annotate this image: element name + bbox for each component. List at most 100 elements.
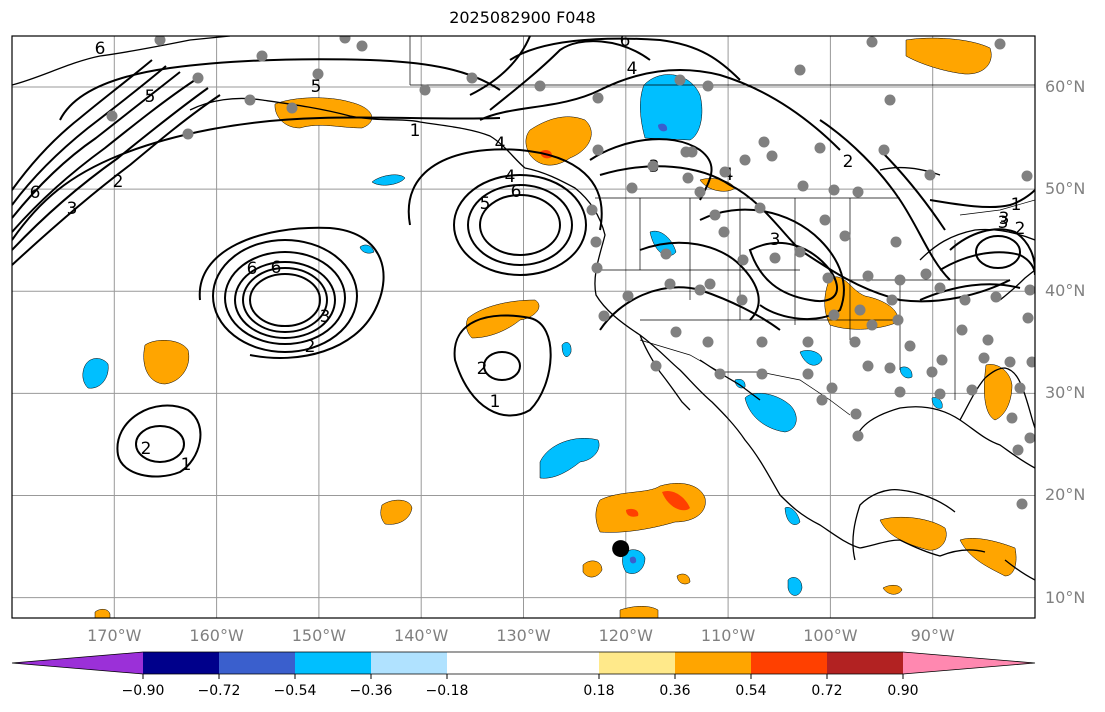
station-dot (592, 144, 604, 156)
contour-label: 3 (770, 230, 781, 250)
contour-label: 4 (495, 134, 506, 154)
station-dot (756, 368, 768, 380)
station-dot (694, 284, 706, 296)
station-dot (878, 144, 890, 156)
station-dot (1021, 170, 1033, 182)
longitude-label: 140°W (394, 626, 449, 645)
contour-lines (12, 36, 1035, 478)
colorbar-tick-label: −0.54 (273, 683, 317, 699)
station-dot (244, 94, 256, 106)
colorbar-tick-label: 0.72 (811, 683, 843, 699)
station-dot (852, 186, 864, 198)
contour-label: 3 (999, 209, 1010, 229)
station-dot (106, 110, 118, 122)
station-dot (737, 254, 749, 266)
colorbar-extend-max (903, 652, 1035, 674)
contour-label: 6 (511, 182, 522, 202)
station-dot (956, 324, 968, 336)
colorbar-tick-label: 0.18 (583, 683, 615, 699)
station-dot (966, 384, 978, 396)
station-dot (1022, 312, 1034, 324)
station-dot (1006, 412, 1018, 424)
station-dot (766, 150, 778, 162)
station-dot (592, 92, 604, 104)
station-dot (356, 40, 368, 52)
negative-anomaly-area (539, 438, 600, 479)
station-dot (886, 294, 898, 306)
negative-anomaly-area (658, 123, 668, 132)
latitude-label: 60°N (1045, 77, 1086, 97)
colorbar-tick-label: 0.54 (735, 683, 767, 699)
negative-anomaly-area (899, 366, 913, 379)
negative-anomaly-area (640, 74, 703, 141)
station-dot (990, 291, 1002, 303)
positive-anomaly-area (94, 609, 111, 618)
station-dot (936, 354, 948, 366)
station-dot (802, 368, 814, 380)
station-dot (419, 84, 431, 96)
station-dot (920, 268, 932, 280)
station-dot (866, 36, 878, 48)
station-dot (714, 368, 726, 380)
contour-label: 6 (30, 183, 41, 203)
station-dot (816, 394, 828, 406)
positive-anomaly-area (466, 299, 540, 339)
longitude-label: 90°W (910, 626, 955, 645)
station-dot (1016, 498, 1028, 510)
positive-anomaly-area (905, 37, 992, 75)
negative-anomaly-area (82, 358, 109, 389)
contour-label: 4 (627, 59, 638, 79)
contour-label: 2 (141, 439, 152, 459)
station-dot (591, 262, 603, 274)
station-dot (892, 314, 904, 326)
station-dot (626, 182, 638, 194)
contour-label: 5 (145, 87, 156, 107)
contour-label: 2 (305, 337, 316, 357)
station-dot (709, 209, 721, 221)
longitude-label: 120°W (598, 626, 653, 645)
station-dot (982, 334, 994, 346)
coastlines (12, 36, 1035, 581)
station-dot (702, 80, 714, 92)
station-dot (719, 166, 731, 178)
colorbar-tick-label: −0.36 (349, 683, 393, 699)
contour-label: 1 (1011, 195, 1022, 215)
station-dot (890, 236, 902, 248)
station-dot (286, 102, 298, 114)
station-dot (660, 248, 672, 260)
station-dot (894, 386, 906, 398)
station-dot (674, 74, 686, 86)
longitude-label: 150°W (291, 626, 347, 645)
negative-anomaly-area (359, 244, 375, 254)
contour-label: 6 (620, 31, 631, 51)
latitude-label: 20°N (1045, 485, 1086, 505)
station-dot (754, 202, 766, 214)
positive-anomaly-area (582, 560, 603, 578)
colorbar-tick-label: −0.90 (121, 683, 165, 699)
station-dot (769, 252, 781, 264)
station-dot (934, 282, 946, 294)
colorbar (11, 651, 1036, 679)
station-dot (1012, 444, 1024, 456)
station-dot (686, 146, 698, 158)
station-dot (866, 319, 878, 331)
colorbar-segment (219, 652, 295, 674)
storm-center-marker (612, 540, 630, 558)
contour-label: 5 (480, 194, 491, 214)
station-dot (1026, 356, 1035, 368)
contour-label: 1 (410, 121, 421, 141)
longitude-label: 160°W (189, 626, 244, 645)
station-dot (794, 246, 806, 258)
positive-anomaly-area (619, 606, 659, 618)
station-dot (884, 362, 896, 374)
contour-label: 3 (320, 307, 331, 327)
latitude-label: 50°N (1045, 179, 1086, 199)
negative-anomaly-area (784, 507, 801, 525)
station-dot (862, 360, 874, 372)
station-dot (598, 310, 610, 322)
station-dot (852, 430, 864, 442)
station-dot (814, 142, 826, 154)
negative-anomaly-area (744, 393, 797, 433)
station-dot (466, 72, 478, 84)
station-dot (702, 336, 714, 348)
